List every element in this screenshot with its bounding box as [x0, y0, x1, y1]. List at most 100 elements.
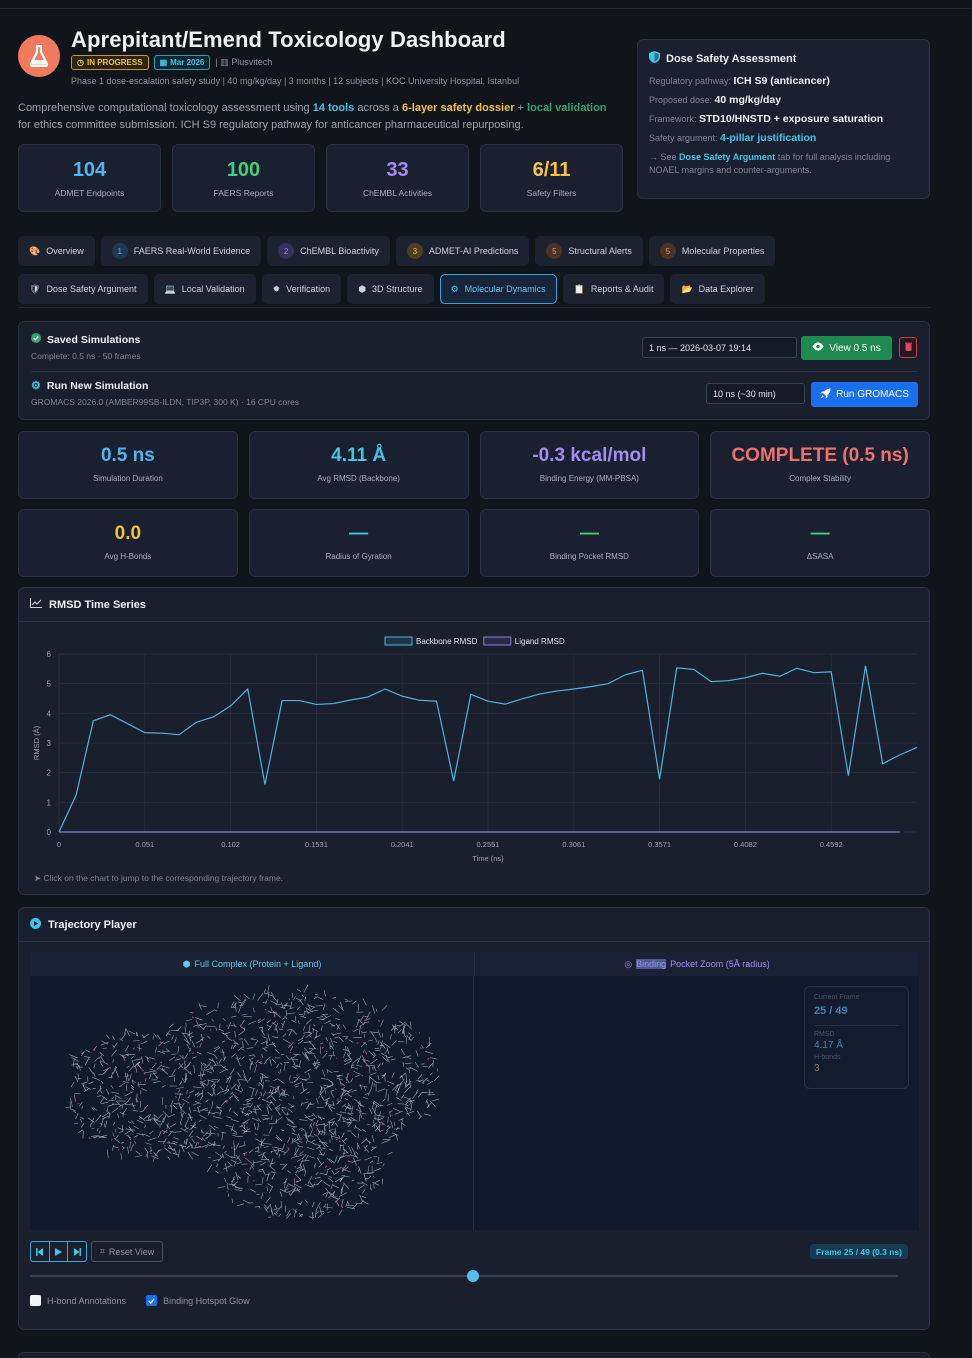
skip-forward-button[interactable] [68, 1242, 86, 1261]
tab-icon: 🛡 [29, 283, 41, 294]
trajectory-viewer: ⬢ Full Complex (Protein + Ligand) ◎ Bindin… [30, 952, 919, 1230]
skip-back-button[interactable] [31, 1242, 50, 1261]
tab-3d-structure[interactable]: ⬢ 3D Structure [347, 274, 434, 304]
viewer-tabs: ⬢ Full Complex (Protein + Ligand) ◎ Bindin… [30, 952, 919, 976]
md-stats-row-1: 0.5 ns Simulation Duration 4.11 Å Avg RMSD… [18, 431, 930, 499]
stat-avg-rmsd: 4.11 Å Avg RMSD (Backbone) [248, 431, 469, 499]
flask-logo-icon [18, 35, 60, 77]
viewer-options: H-bond Annotations Binding Hotspot Glow [30, 1295, 250, 1306]
line-chart-icon [30, 598, 42, 611]
main-tabs: 🎨 Overview 1 FAERS Real-World Evidence 2 ChEM… [18, 236, 930, 312]
binding-pocket-view[interactable]: ◎ Binding Pocket Zoom (5Å radius) [475, 952, 919, 976]
tab-data-explorer[interactable]: 📂 Data Explorer [670, 274, 765, 304]
svg-text:6: 6 [47, 650, 52, 659]
play-button[interactable] [50, 1242, 69, 1261]
simulations-divider [31, 371, 917, 372]
gear-icon: ⚙ [31, 380, 41, 392]
saved-simulation-select[interactable]: 1 ns — 2026-03-07 19:14 [642, 337, 797, 358]
trash-icon [904, 342, 912, 354]
tab-icon: 📂 [681, 283, 693, 294]
hotspot-glow-checkbox[interactable]: Binding Hotspot Glow [146, 1295, 250, 1306]
eye-icon [812, 342, 824, 354]
kpi-chembl-activities: 33 ChEMBL Activities [326, 144, 469, 212]
rmsd-panel-header: RMSD Time Series [19, 588, 929, 622]
saved-simulations-section: Saved Simulations Complete: 0.5 ns · 50 … [31, 333, 141, 361]
step-number-badge: 3 [406, 243, 423, 259]
run-gromacs-button[interactable]: Run GROMACS [811, 382, 918, 407]
kpi-row: 104 ADMET Endpoints 100 FAERS Reports 33 Ch… [18, 144, 623, 212]
shield-icon [649, 51, 660, 66]
svg-text:3: 3 [47, 739, 52, 748]
frame-slider[interactable] [30, 1270, 898, 1282]
dose-row-pathway: Regulatory pathway: ICH S9 (anticancer) [649, 75, 830, 87]
dose-safety-card: Dose Safety Assessment Regulatory pathwa… [637, 39, 930, 199]
dashboard-description: Comprehensive computational toxicology a… [18, 102, 607, 131]
calendar-icon: ▦ [159, 58, 168, 67]
stat-binding-energy: -0.3 kcal/mol Binding Energy (MM-PBSA) [479, 431, 700, 499]
stat-simulation-duration: 0.5 ns Simulation Duration [18, 431, 238, 499]
kpi-safety-filters: 6/11 Safety Filters [480, 144, 623, 212]
svg-text:Backbone RMSD: Backbone RMSD [416, 637, 478, 646]
tab-structural-alerts[interactable]: 5 Structural Alerts [535, 236, 643, 266]
tab-molecular-dynamics[interactable]: ⚙ Molecular Dynamics [439, 274, 557, 304]
date-badge: ▦ Mar 2026 [153, 55, 211, 70]
dose-note: → See Dose Safety Argument tab for full … [649, 152, 891, 175]
full-complex-view[interactable]: ⬢ Full Complex (Protein + Ligand) [30, 952, 475, 976]
stat-complex-stability: COMPLETE (0.5 ns) Complex Stability [710, 431, 930, 499]
svg-text:5: 5 [47, 680, 52, 689]
stat-pocket-rmsd: — Binding Pocket RMSD [479, 509, 700, 577]
rmsd-chart[interactable]: 0 1 2 3 4 5 6 0 0.051 0.102 0.1531 0.2041 0.2551 0.30… [19, 628, 929, 868]
step-number-badge: 5 [659, 243, 676, 259]
next-panel [18, 1352, 930, 1358]
stat-delta-sasa: — ΔSASA [710, 509, 930, 577]
reset-view-button[interactable]: ⌗ Reset View [91, 1241, 163, 1262]
tab-admet-ai-predictions[interactable]: 3 ADMET-AI Predictions [395, 236, 530, 266]
run-simulation-section: ⚙ Run New Simulation GROMACS 2026.0 (AMBE… [31, 379, 300, 408]
delete-simulation-button[interactable] [899, 337, 917, 358]
tab-molecular-properties[interactable]: 5 Molecular Properties [648, 236, 776, 266]
top-divider [0, 8, 972, 9]
hbond-annotations-checkbox[interactable]: H-bond Annotations [30, 1295, 126, 1306]
stat-radius-gyration: — Radius of Gyration [248, 509, 469, 577]
svg-text:4: 4 [47, 709, 52, 718]
tab-icon: 💻 [164, 283, 176, 294]
duration-select[interactable]: 10 ns (~30 min) [706, 383, 805, 404]
kpi-admet-endpoints: 104 ADMET Endpoints [18, 144, 161, 212]
tabs-divider [18, 307, 930, 308]
kpi-faers-reports: 100 FAERS Reports [172, 144, 315, 212]
frame-badge: Frame 25 / 49 (0.3 ns) [810, 1244, 908, 1259]
protein-3d-canvas[interactable] [30, 976, 473, 1230]
tab-reports-audit[interactable]: 📋 Reports & Audit [562, 274, 665, 304]
page-title: Aprepitant/Emend Toxicology Dashboard [71, 27, 506, 52]
tab-dose-safety-argument[interactable]: 🛡 Dose Safety Argument [18, 274, 148, 304]
rocket-icon [820, 388, 831, 402]
check-circle-icon [31, 333, 41, 346]
target-icon: ◎ [624, 958, 633, 969]
svg-text:Time (ns): Time (ns) [472, 854, 504, 863]
tab-local-validation[interactable]: 💻 Local Validation [153, 274, 256, 304]
svg-text:0: 0 [57, 840, 61, 849]
svg-text:0.2041: 0.2041 [391, 840, 414, 849]
header-badges: ◷ IN PROGRESS ▦ Mar 2026 | ▥ Plusvitech [71, 55, 272, 70]
org-label: | ▥ Plusvitech [215, 57, 273, 67]
view-simulation-button[interactable]: View 0.5 ns [801, 336, 892, 360]
cube-icon: ⬢ [182, 958, 191, 969]
svg-text:1: 1 [47, 798, 52, 807]
svg-text:0.3061: 0.3061 [562, 840, 585, 849]
study-subtitle: Phase 1 dose-escalation safety study | 4… [71, 76, 520, 86]
tab-verification[interactable]: ✹ Verification [261, 274, 342, 304]
tab-icon: ⚙ [450, 283, 459, 294]
tab-icon: 🎨 [29, 245, 41, 256]
dose-safety-argument-link[interactable]: Dose Safety Argument [679, 152, 776, 162]
pointer-icon: ➤ [34, 873, 42, 883]
tab-faers-real-world-evidence[interactable]: 1 FAERS Real-World Evidence [100, 236, 262, 266]
svg-text:0.4592: 0.4592 [820, 840, 843, 849]
tab-row-1: 🎨 Overview 1 FAERS Real-World Evidence 2 ChEM… [18, 236, 930, 266]
tab-chembl-bioactivity[interactable]: 2 ChEMBL Bioactivity [267, 236, 390, 266]
tab-icon: ✹ [272, 283, 281, 294]
trajectory-panel-header: Trajectory Player [19, 908, 929, 942]
slider-knob[interactable] [466, 1270, 479, 1282]
dose-row-argument: Safety argument: 4-pillar justification [649, 132, 817, 144]
tab-overview[interactable]: 🎨 Overview [18, 236, 95, 266]
chart-hint: ➤ Click on the chart to jump to the corr… [34, 873, 284, 883]
